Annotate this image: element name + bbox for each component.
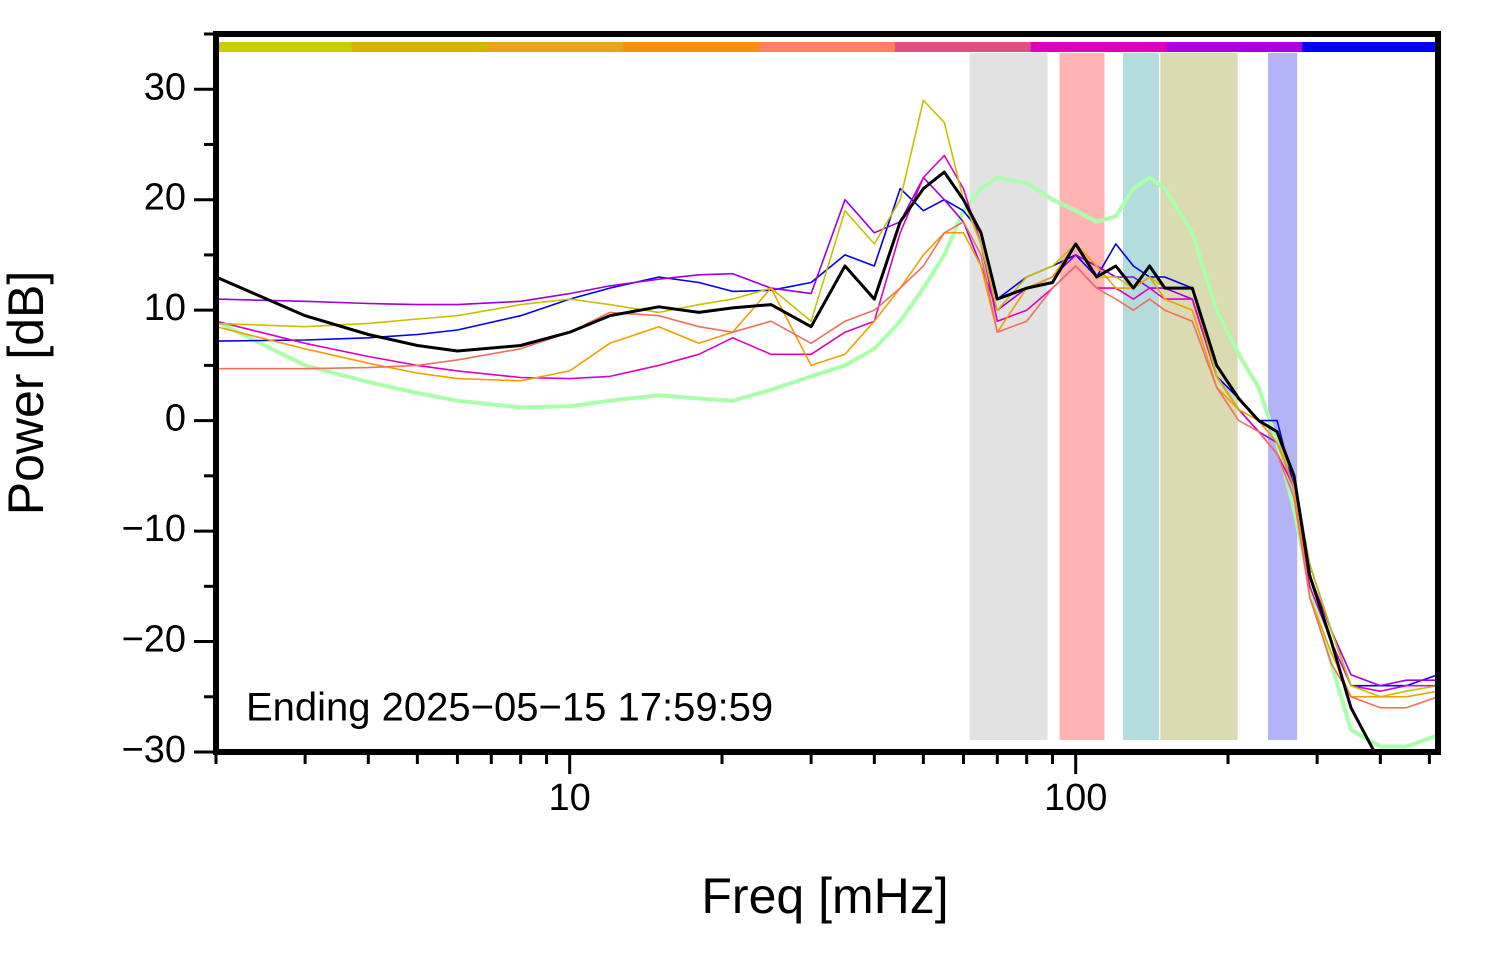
y-axis-label: Power [dB] [0,271,54,516]
color-bar-segment [216,42,353,52]
series-line [216,221,1438,709]
series-line [216,170,1377,752]
y-tick-label: 0 [165,398,186,440]
color-bar-segment [1302,42,1439,52]
y-tick-label: 10 [144,287,186,329]
y-tick-label: 30 [144,66,186,108]
x-tick-label: 10 [549,777,591,819]
series-line [216,232,1438,698]
y-tick-label: 20 [144,177,186,219]
frequency-band [1122,53,1159,740]
frequency-band [1268,53,1298,740]
color-bar-segment [487,42,624,52]
annotation: Ending 2025−05−15 17:59:59 [246,686,773,730]
color-bar-segment [623,42,760,52]
y-tick-label: −30 [122,729,186,771]
series-line [216,176,1438,687]
color-bar-segment [759,42,896,52]
series-line [216,154,1438,692]
color-bar-segment [894,42,1032,52]
series-line [216,99,1438,698]
plot-lines [216,99,1438,752]
series-line [216,187,1438,687]
x-tick-label: 100 [1044,777,1107,819]
plot-frame [213,31,1441,755]
color-bar-segment [1166,42,1303,52]
series-line [216,175,1438,749]
frequency-band [1059,53,1105,740]
frequency-band [969,53,1048,740]
x-axis-label: Freq [mHz] [701,868,948,924]
y-tick-label: −10 [122,508,186,550]
color-bar-segment [1030,42,1167,52]
y-tick-label: −20 [122,619,186,661]
color-bar-segment [351,42,489,52]
